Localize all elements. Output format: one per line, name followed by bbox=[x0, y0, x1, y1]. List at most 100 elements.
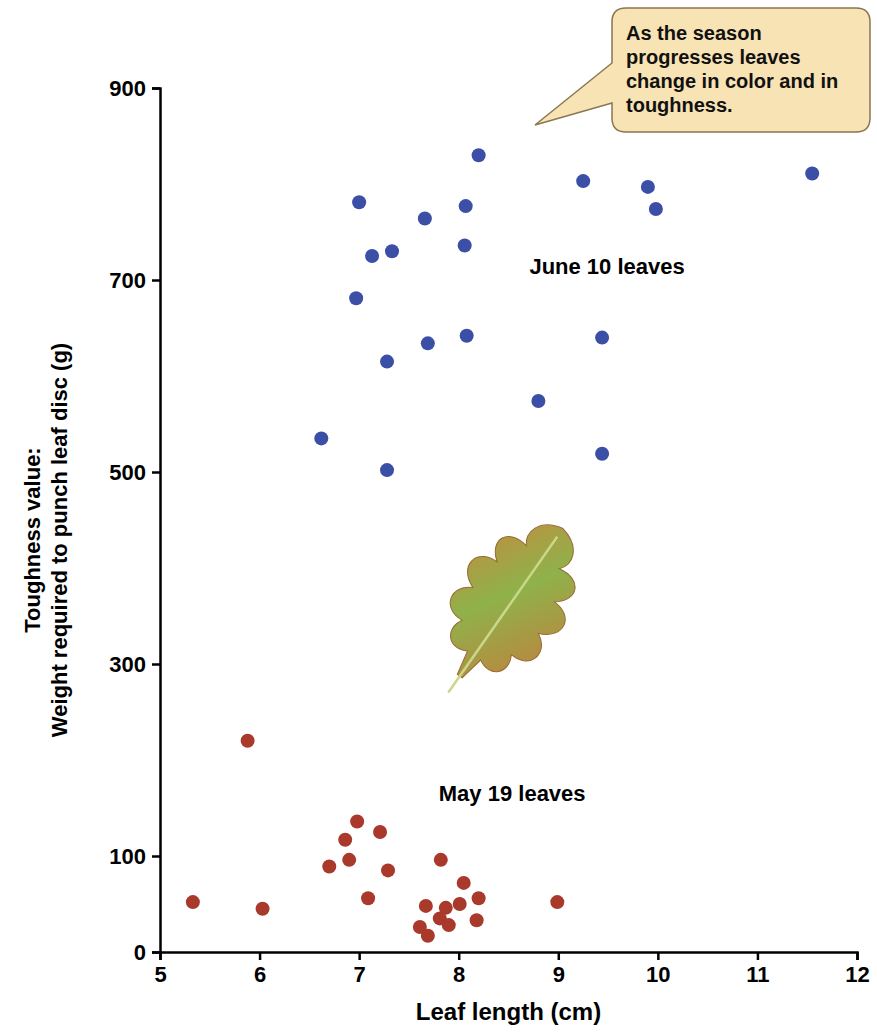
plot: 5 6 7 8 9 10 11 12 0 100 300 500 700 900 June 10 leave… bbox=[109, 76, 869, 987]
chart: 5 6 7 8 9 10 11 12 0 100 300 500 700 900 June 10 leave… bbox=[0, 0, 877, 1034]
tick-mark bbox=[152, 663, 160, 666]
point bbox=[338, 833, 352, 847]
tick: 7 bbox=[354, 952, 366, 987]
point bbox=[365, 249, 379, 263]
point bbox=[434, 853, 448, 867]
point bbox=[458, 238, 472, 252]
callout: As the seasonprogresses leaveschange in … bbox=[535, 8, 870, 132]
tick-mark bbox=[152, 951, 160, 954]
x-axis-title: Leaf length (cm) bbox=[416, 998, 601, 1025]
tick: 5 bbox=[154, 952, 166, 987]
point bbox=[361, 891, 375, 905]
points bbox=[186, 148, 819, 942]
point bbox=[595, 447, 609, 461]
x-axis: 5 6 7 8 9 10 11 12 bbox=[154, 952, 869, 987]
axis-line bbox=[161, 953, 858, 961]
leaf-shape bbox=[414, 496, 610, 708]
tick-mark bbox=[358, 952, 361, 960]
tick-mark bbox=[152, 279, 160, 282]
tick-mark bbox=[558, 952, 561, 960]
tick-label: 6 bbox=[254, 962, 266, 987]
point bbox=[576, 174, 590, 188]
tick-label: 8 bbox=[453, 962, 465, 987]
point bbox=[531, 394, 545, 408]
tick: 300 bbox=[109, 652, 160, 677]
tick: 12 bbox=[845, 952, 869, 987]
point bbox=[805, 166, 819, 180]
tick-label: 0 bbox=[134, 940, 146, 965]
tick-mark bbox=[458, 952, 461, 960]
tick-label: 100 bbox=[109, 844, 146, 869]
point bbox=[442, 918, 456, 932]
tick-label: 11 bbox=[746, 962, 769, 987]
tick: 100 bbox=[109, 844, 160, 869]
series bbox=[186, 734, 564, 943]
tick: 8 bbox=[453, 952, 465, 987]
point bbox=[419, 899, 433, 913]
point bbox=[373, 825, 387, 839]
tick: 0 bbox=[134, 940, 160, 965]
tick: 500 bbox=[109, 460, 160, 485]
tick-label: 5 bbox=[154, 962, 166, 987]
point bbox=[380, 355, 394, 369]
tick-mark bbox=[657, 952, 660, 960]
point bbox=[472, 891, 486, 905]
point bbox=[459, 199, 473, 213]
point bbox=[256, 902, 270, 916]
tick: 9 bbox=[553, 952, 565, 987]
tick-mark bbox=[259, 952, 262, 960]
leaf-vein bbox=[448, 537, 557, 693]
point bbox=[470, 913, 484, 927]
tick-mark bbox=[856, 952, 859, 960]
point bbox=[241, 734, 255, 748]
point bbox=[418, 212, 432, 226]
tick-label: 900 bbox=[109, 76, 146, 101]
point bbox=[322, 860, 336, 874]
callout-bubble bbox=[535, 8, 870, 132]
point bbox=[314, 431, 328, 445]
series-label: May 19 leaves bbox=[439, 781, 586, 806]
tick: 700 bbox=[109, 268, 160, 293]
point bbox=[649, 202, 663, 216]
point bbox=[380, 463, 394, 477]
point bbox=[460, 329, 474, 343]
tick-label: 9 bbox=[553, 962, 565, 987]
point bbox=[352, 195, 366, 209]
point bbox=[595, 331, 609, 345]
y-axis-title-line: Weight required to punch leaf disc (g) bbox=[47, 343, 72, 737]
tick-label: 700 bbox=[109, 268, 146, 293]
series-label: June 10 leaves bbox=[529, 254, 684, 279]
series bbox=[314, 148, 819, 477]
point bbox=[381, 863, 395, 877]
point bbox=[349, 291, 363, 305]
annotation: As the seasonprogresses leaveschange in … bbox=[626, 22, 838, 116]
point bbox=[421, 929, 435, 943]
point bbox=[350, 814, 364, 828]
y-axis-title: Toughness value:Weight required to punch… bbox=[20, 343, 72, 737]
tick-label: 12 bbox=[845, 962, 869, 987]
y-axis-title-line: Toughness value: bbox=[20, 447, 45, 632]
point bbox=[453, 897, 467, 911]
tick-label: 300 bbox=[109, 652, 146, 677]
tick-label: 7 bbox=[354, 962, 366, 987]
axis-line bbox=[152, 89, 161, 953]
point bbox=[421, 336, 435, 350]
tick: 11 bbox=[746, 952, 769, 987]
tick: 900 bbox=[109, 76, 160, 101]
tick: 10 bbox=[646, 952, 670, 987]
tick-mark bbox=[152, 87, 160, 90]
point bbox=[385, 244, 399, 258]
point bbox=[186, 895, 200, 909]
tick-label: 500 bbox=[109, 460, 146, 485]
tick: 6 bbox=[254, 952, 266, 987]
tick-mark bbox=[152, 855, 160, 858]
point bbox=[641, 180, 655, 194]
tick-mark bbox=[757, 952, 760, 960]
y-axis: 0 100 300 500 700 900 bbox=[109, 76, 160, 965]
point bbox=[472, 148, 486, 162]
point bbox=[550, 895, 564, 909]
point bbox=[457, 876, 471, 890]
point bbox=[342, 853, 356, 867]
tick-label: 10 bbox=[646, 962, 670, 987]
tick-mark bbox=[152, 471, 160, 474]
